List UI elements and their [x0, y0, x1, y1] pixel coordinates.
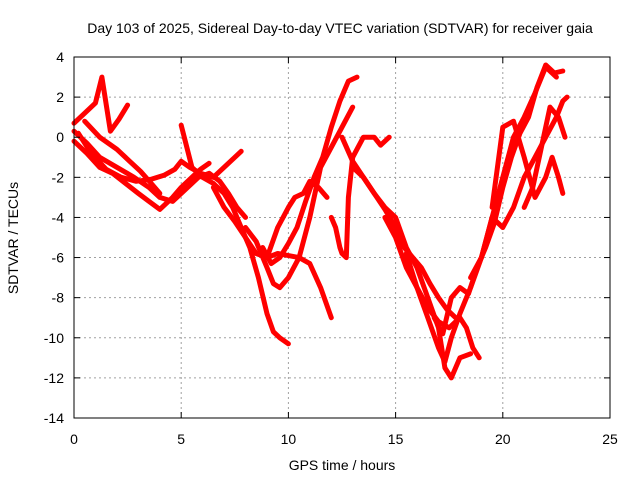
x-tick-label: 15 [388, 431, 404, 447]
series-track-8 [243, 104, 356, 291]
x-tick-label: 25 [602, 431, 618, 447]
series-track-17 [468, 94, 570, 281]
series-track-15 [403, 64, 559, 365]
chart-title: Day 103 of 2025, Sidereal Day-to-day VTE… [87, 20, 593, 36]
y-tick-label: -12 [44, 370, 64, 386]
series-track-9 [260, 74, 360, 267]
y-tick-label: -2 [52, 169, 65, 185]
series-track-5 [82, 118, 163, 196]
x-tick-label: 10 [281, 431, 297, 447]
series-track-18 [489, 118, 566, 210]
series-track-4 [75, 130, 244, 184]
y-tick-label: 2 [56, 89, 64, 105]
x-tick-label: 5 [177, 431, 185, 447]
series-track-10 [264, 178, 330, 261]
x-tick-label: 0 [70, 431, 78, 447]
y-tick-label: -4 [52, 209, 65, 225]
series-layer [71, 62, 570, 381]
y-tick-label: -8 [52, 290, 65, 306]
series-track-11 [328, 134, 392, 261]
series-track-13 [350, 164, 474, 381]
ticks-layer: 420-2-4-6-8-10-12-140 5 10 15 20 25 [44, 49, 618, 447]
series-track-1 [71, 74, 131, 134]
series-track-19 [521, 104, 568, 210]
x-tick-label: 20 [495, 431, 511, 447]
series-track-3 [71, 138, 212, 212]
series-track-2 [71, 128, 248, 220]
plot-frame [73, 56, 611, 419]
y-tick-label: 0 [56, 129, 64, 145]
series-track-16 [431, 62, 566, 337]
y-tick-label: -10 [44, 330, 64, 346]
y-tick-label: -6 [52, 250, 65, 266]
y-tick-label: 4 [56, 49, 64, 65]
y-tick-label: -14 [44, 410, 64, 426]
series-track-7 [210, 184, 334, 321]
y-axis-label: SDTVAR / TECUs [5, 182, 21, 294]
x-axis-label: GPS time / hours [289, 457, 396, 473]
